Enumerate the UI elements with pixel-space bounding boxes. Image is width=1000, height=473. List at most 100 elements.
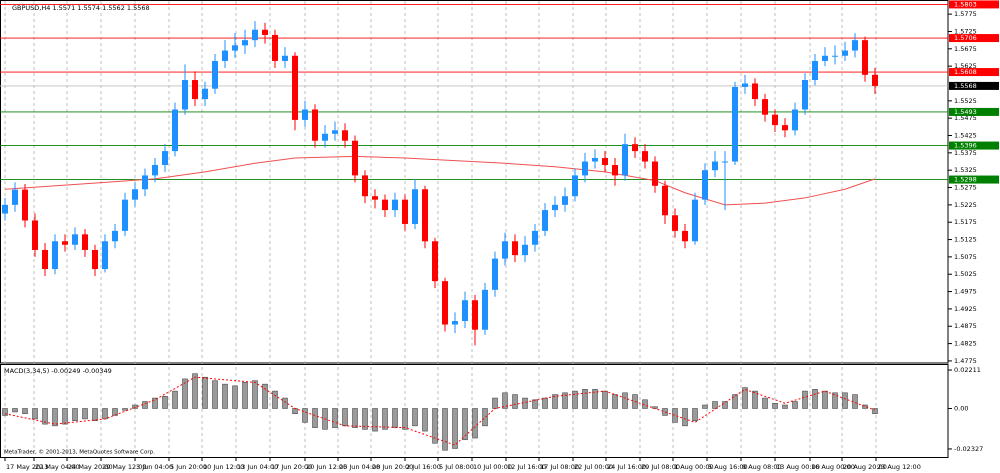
y-tick-label: 0.00 (954, 404, 968, 412)
macd-bar (372, 408, 378, 432)
candle-body (672, 215, 678, 231)
candle-body (592, 158, 598, 162)
y-tick-label: 1.5375 (954, 149, 977, 157)
candle-body (32, 220, 38, 250)
macd-bar (862, 404, 868, 409)
candle-body (112, 230, 118, 242)
macd-bar (562, 392, 568, 409)
macd-bar (612, 394, 618, 409)
macd-bar (202, 376, 208, 409)
macd-bar (402, 408, 408, 430)
macd-bar (532, 399, 538, 409)
last-price-label: 1.5568 (954, 82, 977, 90)
candle-body (242, 40, 248, 46)
macd-bar (592, 389, 598, 409)
x-tick-label: 23 Aug 12:00 (877, 463, 921, 471)
macd-bar (512, 394, 518, 409)
candle-body (662, 185, 668, 216)
x-tick-label: 5 Aug 16:00 (708, 463, 748, 471)
macd-bar (212, 380, 218, 409)
macd-bar (432, 408, 438, 444)
x-tick-label: 5 Jul 08:00 (439, 463, 474, 471)
macd-bar (102, 408, 108, 420)
candle-body (382, 199, 388, 211)
candle-body (532, 230, 538, 245)
candle-body (492, 258, 498, 290)
x-tick-label: 24 Jul 16:00 (607, 463, 646, 471)
candle-body (782, 125, 788, 131)
x-tick-label: 29 May 12:00 (102, 463, 147, 471)
macd-bar (152, 397, 158, 409)
macd-bar (662, 408, 668, 416)
candle-body (282, 55, 288, 61)
candle-body (392, 199, 398, 211)
candle-body (462, 300, 468, 322)
candle-body (232, 45, 238, 51)
macd-bar (342, 408, 348, 427)
macd-bar (442, 408, 448, 451)
macd-bar (752, 390, 758, 409)
candle-body (622, 144, 628, 176)
candle-body (22, 189, 28, 221)
candle-body (792, 109, 798, 131)
candle-body (402, 199, 408, 224)
candle-body (762, 99, 768, 115)
candle-body (222, 50, 228, 61)
level-label-box (949, 107, 999, 116)
candle-body (52, 241, 58, 270)
candle-body (322, 133, 328, 141)
macd-bar (452, 408, 458, 449)
footnote: MetaTrader, © 2001-2013, MetaQuotes Soft… (4, 449, 155, 456)
y-tick-label: 1.5175 (954, 218, 977, 226)
candle-body (332, 130, 338, 134)
candle-body (292, 55, 298, 120)
x-tick-label: 3 Jun 04:00 (136, 463, 173, 471)
candle-body (552, 204, 558, 211)
candle-body (522, 244, 528, 256)
macd-bar (462, 408, 468, 441)
candle-body (72, 234, 78, 245)
candle-body (62, 241, 68, 245)
macd-bar (872, 408, 878, 414)
macd-bar (502, 392, 508, 409)
candle-body (202, 88, 208, 100)
candle-body (502, 241, 508, 259)
candle-body (722, 161, 728, 163)
macd-bar (522, 397, 528, 409)
macd-bar (832, 392, 838, 409)
level-label: 1.5493 (954, 108, 977, 116)
candle-body (602, 158, 608, 165)
candle-body (772, 114, 778, 126)
candle-body (302, 109, 308, 120)
macd-bar (82, 408, 88, 420)
candle-body (752, 83, 758, 100)
macd-bar (112, 408, 118, 416)
macd-bar (282, 397, 288, 409)
macd-bar (312, 408, 318, 428)
y-tick-label: 1.4975 (954, 288, 977, 296)
y-tick-label: 1.5425 (954, 132, 977, 140)
candle-body (182, 80, 188, 110)
x-tick-label: 20 Jun 12:00 (306, 463, 347, 471)
candle-body (362, 175, 368, 197)
macd-bar (822, 390, 828, 409)
candle-body (742, 83, 748, 87)
macd-bar (712, 401, 718, 409)
macd-bar (572, 390, 578, 409)
macd-bar (802, 390, 808, 409)
macd-bar (732, 394, 738, 409)
candle-body (702, 170, 708, 200)
level-label-box (949, 0, 999, 9)
level-label: 1.5803 (954, 0, 977, 8)
y-tick-label: 1.5725 (954, 27, 977, 35)
candle-body (212, 60, 218, 89)
last-price-box (949, 81, 999, 90)
x-tick-label: 10 Jun 12:00 (203, 463, 244, 471)
candle-body (682, 230, 688, 242)
macd-bar (722, 401, 728, 409)
candle-body (732, 86, 738, 162)
macd-bar (52, 408, 58, 427)
macd-bar (32, 408, 38, 420)
candle-body (432, 241, 438, 282)
macd-bar (672, 408, 678, 423)
